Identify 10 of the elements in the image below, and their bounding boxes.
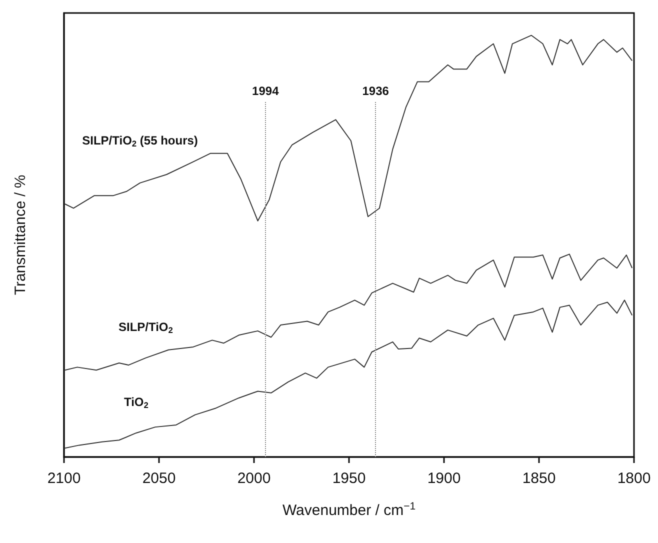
x-tick-label: 1950 [332, 470, 366, 487]
x-tick-label: 1800 [617, 470, 651, 487]
x-tick-label: 1900 [427, 470, 461, 487]
ref-line-label: 1994 [252, 84, 280, 98]
y-axis-title: Transmittance / % [12, 174, 29, 296]
ref-line-label: 1936 [362, 84, 390, 98]
x-tick-label: 2050 [142, 470, 176, 487]
x-tick-label: 2100 [47, 470, 81, 487]
x-tick-label: 2000 [237, 470, 271, 487]
x-tick-label: 1850 [522, 470, 556, 487]
